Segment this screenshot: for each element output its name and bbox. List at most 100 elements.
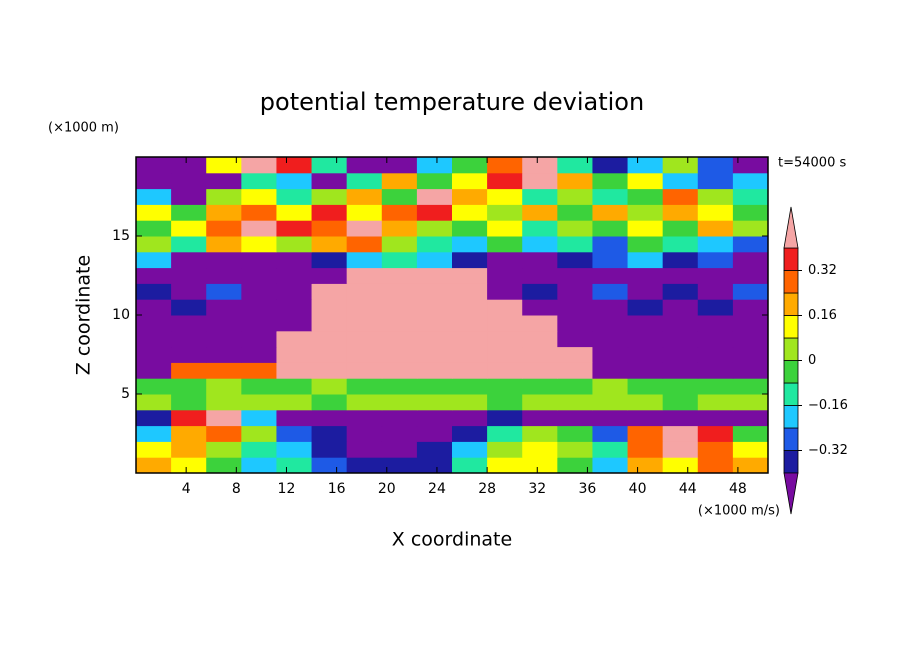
contour-cell	[276, 394, 313, 411]
colorbar-label: 0.32	[808, 263, 837, 278]
contour-cell	[522, 409, 558, 427]
contour-cell	[416, 267, 453, 284]
contour-cell	[346, 204, 383, 221]
contour-cell	[381, 236, 418, 253]
contour-cell	[732, 330, 769, 348]
contour-cell	[592, 283, 629, 300]
contour-cell	[171, 330, 207, 348]
contour-cell	[171, 457, 207, 474]
contour-cell	[627, 204, 664, 221]
contour-cell	[732, 220, 769, 237]
contour-cell	[697, 299, 734, 316]
contour-cell	[452, 251, 488, 269]
contour-cell	[416, 299, 453, 316]
contour-cell	[452, 315, 488, 332]
x-tick-label: 4	[182, 481, 191, 497]
y-tick-label: 10	[112, 307, 130, 323]
contour-cell	[732, 362, 769, 379]
contour-cell	[381, 267, 418, 284]
contour-cell	[662, 378, 699, 395]
contour-cell	[732, 409, 769, 427]
contour-cell	[171, 157, 207, 174]
contour-cell	[171, 299, 207, 316]
contour-cell	[136, 457, 172, 474]
x-tick-label: 48	[729, 481, 747, 497]
contour-cell	[206, 236, 242, 253]
contour-cell	[557, 315, 593, 332]
contour-cell	[487, 220, 523, 237]
contour-cell	[346, 157, 383, 174]
contour-cell	[557, 425, 593, 442]
contour-cell	[416, 251, 453, 269]
contour-cell	[662, 172, 699, 190]
contour-cell	[627, 394, 664, 411]
y-unit: (×1000 m)	[48, 121, 119, 136]
colorbar-segment	[783, 292, 799, 316]
contour-cell	[732, 283, 769, 300]
contour-cell	[381, 220, 418, 237]
contour-cell	[241, 330, 277, 348]
contour-cell	[346, 362, 383, 379]
contour-cell	[592, 172, 629, 190]
contour-cell	[381, 299, 418, 316]
contour-cell	[732, 251, 769, 269]
contour-cell	[592, 299, 629, 316]
contour-cell	[416, 330, 453, 348]
contour-cell	[627, 267, 664, 284]
contour-cell	[346, 251, 383, 269]
contour-cell	[241, 188, 277, 205]
contour-cell	[697, 362, 734, 379]
contour-cell	[522, 362, 558, 379]
contour-cell	[416, 394, 453, 411]
contour-cell	[276, 378, 313, 395]
contour-cell	[171, 236, 207, 253]
contour-cell	[452, 346, 488, 363]
contour-cell	[522, 299, 558, 316]
contour-cell	[171, 204, 207, 221]
contour-cell	[136, 362, 172, 379]
contour-cell	[557, 236, 593, 253]
contour-cell	[662, 315, 699, 332]
x-tick-label: 12	[278, 481, 296, 497]
contour-cell	[697, 409, 734, 427]
contour-cell	[416, 362, 453, 379]
contour-cell	[206, 267, 242, 284]
x-tick-label: 20	[378, 481, 396, 497]
contour-cell	[592, 236, 629, 253]
contour-cell	[346, 315, 383, 332]
contour-cell	[171, 394, 207, 411]
contour-cell	[346, 441, 383, 458]
contour-cell	[697, 251, 734, 269]
contour-cell	[557, 188, 593, 205]
contour-cell	[487, 394, 523, 411]
contour-cell	[522, 220, 558, 237]
contour-cell	[662, 204, 699, 221]
contour-cell	[627, 172, 664, 190]
contour-cell	[171, 425, 207, 442]
colorbar-segment	[783, 450, 799, 474]
contour-cell	[241, 315, 277, 332]
contour-cell	[452, 188, 488, 205]
contour-cell	[241, 236, 277, 253]
contour-cell	[697, 236, 734, 253]
contour-cell	[206, 157, 242, 174]
contour-cell	[487, 409, 523, 427]
contour-cell	[697, 441, 734, 458]
contour-cell	[136, 409, 172, 427]
contour-cell	[136, 251, 172, 269]
contour-cell	[522, 457, 558, 474]
contour-cell	[416, 441, 453, 458]
contour-cell	[276, 315, 313, 332]
contour-field	[136, 157, 769, 474]
contour-cell	[627, 378, 664, 395]
contour-cell	[171, 378, 207, 395]
contour-cell	[627, 283, 664, 300]
contour-cell	[241, 157, 277, 174]
contour-cell	[206, 457, 242, 474]
contour-cell	[487, 346, 523, 363]
contour-cell	[241, 283, 277, 300]
colorbar-under	[783, 472, 799, 515]
contour-cell	[627, 299, 664, 316]
contour-cell	[592, 157, 629, 174]
contour-cell	[662, 299, 699, 316]
